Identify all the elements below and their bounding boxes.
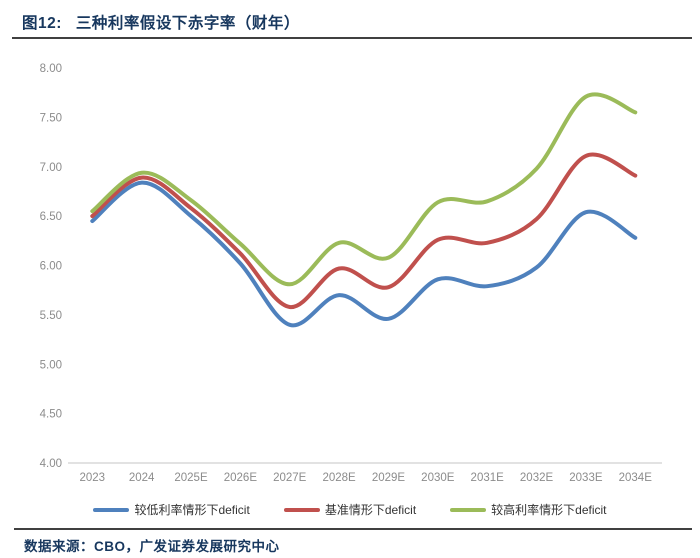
legend-item-higher-rate: 较高利率情形下deficit bbox=[450, 501, 607, 518]
figure-number: 图12: bbox=[22, 15, 62, 32]
figure-title: 三种利率假设下赤字率（财年） bbox=[75, 15, 300, 32]
legend-item-baseline: 基准情形下deficit bbox=[283, 501, 417, 518]
y-axis-tick-label: 4.00 bbox=[40, 458, 62, 470]
y-axis-tick-label: 5.00 bbox=[40, 359, 62, 371]
x-axis-tick-label: 2033E bbox=[569, 472, 603, 484]
legend-swatch-blue-line bbox=[93, 507, 130, 512]
x-axis-tick-label: 2024 bbox=[129, 472, 155, 484]
x-axis-tick-label: 2030E bbox=[421, 472, 455, 484]
x-axis-tick-label: 2025E bbox=[174, 472, 208, 484]
y-axis-tick-label: 6.00 bbox=[40, 261, 62, 273]
legend-label-higher-rate: 较高利率情形下deficit bbox=[491, 503, 607, 517]
x-axis-tick-label: 2032E bbox=[520, 472, 554, 484]
series-line-2 bbox=[90, 92, 638, 287]
x-axis-tick-label: 2029E bbox=[372, 472, 406, 484]
y-axis-tick-label: 7.00 bbox=[40, 162, 62, 174]
y-axis-tick-label: 4.50 bbox=[40, 409, 62, 421]
y-axis-tick-label: 5.50 bbox=[40, 310, 62, 322]
y-axis-tick-label: 7.50 bbox=[40, 112, 62, 124]
x-axis-tick-label: 2028E bbox=[322, 472, 356, 484]
figure-header: 图12: 三种利率假设下赤字率（财年） bbox=[22, 11, 300, 33]
series-line-1 bbox=[90, 152, 638, 309]
series-line-0 bbox=[90, 180, 638, 328]
x-axis-tick-label: 2026E bbox=[224, 472, 258, 484]
header-divider bbox=[12, 37, 692, 39]
x-axis-tick-label: 2027E bbox=[273, 472, 307, 484]
legend-swatch-red-line bbox=[283, 507, 320, 512]
line-chart-canvas: 8.00 7.50 7.00 6.50 6.00 5.50 5.00 4.50 4.00 2023… bbox=[40, 63, 662, 484]
legend-label-lower-rate: 较低利率情形下deficit bbox=[134, 503, 250, 517]
x-axis-tick-label: 2031E bbox=[471, 472, 505, 484]
y-axis-tick-label: 8.00 bbox=[40, 63, 62, 75]
x-axis-tick-label: 2023 bbox=[80, 472, 106, 484]
y-axis-tick-label: 6.50 bbox=[40, 211, 62, 223]
legend-item-lower-rate: 较低利率情形下deficit bbox=[93, 501, 250, 518]
footer-divider bbox=[14, 528, 692, 530]
legend-swatch-green-line bbox=[450, 507, 487, 512]
legend-label-baseline: 基准情形下deficit bbox=[324, 503, 417, 517]
chart-legend: 较低利率情形下deficit 基准情形下deficit 较高利率情形下defic… bbox=[0, 501, 700, 518]
source-note: 数据来源：CBO，广发证券发展研究中心 bbox=[24, 539, 280, 554]
x-axis-tick-label: 2034E bbox=[619, 472, 653, 484]
